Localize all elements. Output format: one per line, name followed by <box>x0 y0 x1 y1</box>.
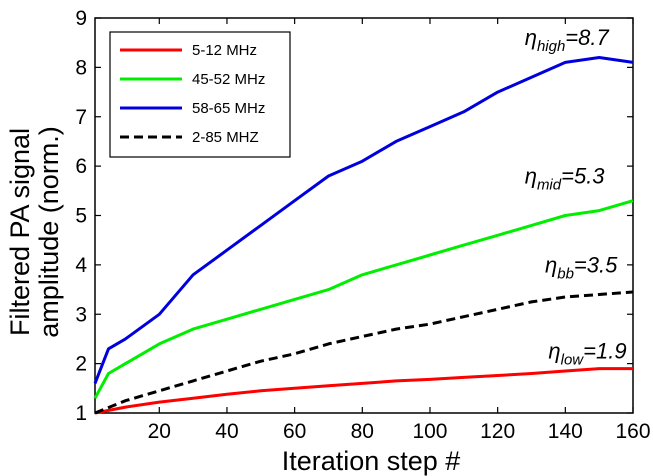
y-tick-label: 9 <box>75 7 87 30</box>
annotation-eta-high: ηhigh=8.7 <box>525 25 610 55</box>
annotation-eta-bb: ηbb=3.5 <box>545 252 618 282</box>
x-tick-label: 80 <box>351 420 374 443</box>
x-axis-label: Iteration step # <box>282 446 461 476</box>
y-tick-label: 6 <box>75 155 87 178</box>
y-tick-label: 7 <box>75 106 87 129</box>
annotations: ηhigh=8.7 ηmid=5.3 ηbb=3.5 ηlow=1.9 <box>525 25 627 369</box>
legend-label: 5-12 MHz <box>192 42 257 59</box>
series-line-58-65-mhz <box>93 56 634 384</box>
y-tick-label: 8 <box>75 56 87 79</box>
chart-axes: 20 40 60 80 100 120 140 160 1 2 3 4 5 6 7 8 9 <box>75 7 650 443</box>
x-tick-label: 160 <box>615 420 650 443</box>
y-axis-ticks: 1 2 3 4 5 6 7 8 9 <box>75 7 633 425</box>
x-tick-label: 120 <box>480 420 515 443</box>
y-tick-label: 1 <box>75 402 87 425</box>
series-line-5-12-mhz <box>94 367 633 415</box>
x-axis-ticks: 20 40 60 80 100 120 140 160 <box>148 18 651 443</box>
legend-label: 2-85 MHZ <box>192 129 259 146</box>
series-lines <box>93 56 634 415</box>
x-tick-label: 20 <box>148 420 171 443</box>
y-axis-label-line2: amplitude (norm.) <box>34 126 64 338</box>
y-axis-label-line1: Filtered PA signal <box>5 128 35 336</box>
y-tick-label: 3 <box>75 303 87 326</box>
annotation-eta-low: ηlow=1.9 <box>548 339 626 369</box>
y-tick-label: 5 <box>75 205 87 228</box>
x-tick-label: 140 <box>548 420 583 443</box>
x-tick-label: 40 <box>215 420 238 443</box>
y-tick-label: 2 <box>75 353 87 376</box>
x-tick-label: 60 <box>283 420 306 443</box>
legend-label: 58-65 MHz <box>192 100 265 117</box>
legend-label: 45-52 MHz <box>192 71 265 88</box>
legend: 5-12 MHz 45-52 MHz 58-65 MHz 2-85 MHZ <box>109 31 291 158</box>
series-line-45-52-mhz <box>93 199 634 399</box>
y-tick-label: 4 <box>75 254 87 277</box>
series-line-2-85-mhz <box>94 290 634 415</box>
x-tick-label: 100 <box>412 420 447 443</box>
annotation-eta-mid: ηmid=5.3 <box>525 163 606 193</box>
